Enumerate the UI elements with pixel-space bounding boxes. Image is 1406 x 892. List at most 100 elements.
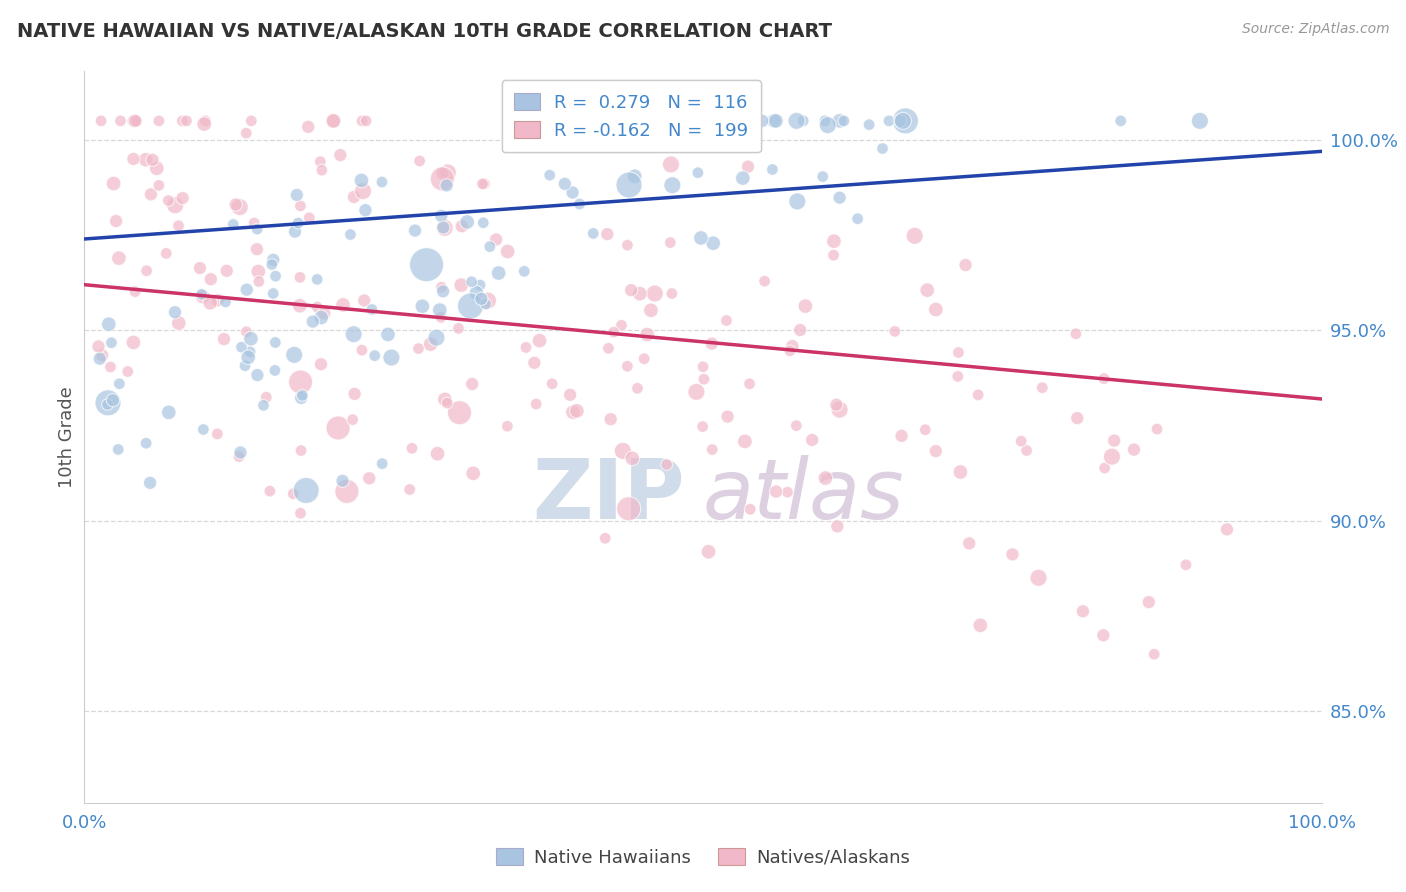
Point [307,300,329,314]
Point [371,457,394,471]
Point [568,197,591,211]
Point [290,391,312,405]
Point [163,305,186,319]
Point [883,324,905,338]
Point [554,177,576,191]
Point [240,114,263,128]
Point [380,351,402,365]
Point [1109,114,1132,128]
Point [832,114,855,128]
Point [1102,434,1125,448]
Point [872,142,894,156]
Point [200,295,222,310]
Point [228,200,250,214]
Point [827,519,849,533]
Point [638,114,661,128]
Legend: Native Hawaiians, Natives/Alaskans: Native Hawaiians, Natives/Alaskans [489,841,917,874]
Point [599,412,621,426]
Point [593,531,616,545]
Point [616,238,638,252]
Point [432,171,454,186]
Point [336,484,359,499]
Point [332,298,354,312]
Point [955,258,977,272]
Point [702,236,724,251]
Point [322,114,344,128]
Point [661,286,683,301]
Point [561,119,583,133]
Point [100,359,122,374]
Point [734,434,756,449]
Point [103,177,125,191]
Point [468,278,491,293]
Point [309,357,332,371]
Point [350,343,373,358]
Point [716,409,738,424]
Point [429,303,451,318]
Point [165,198,187,212]
Point [825,398,848,412]
Point [433,220,456,235]
Point [100,335,122,350]
Point [430,310,453,325]
Point [148,114,170,128]
Point [751,114,773,128]
Point [326,421,349,435]
Point [823,234,845,248]
Point [314,306,336,320]
Point [969,618,991,632]
Point [194,114,217,128]
Point [596,227,619,241]
Point [343,190,366,204]
Point [193,117,215,131]
Point [823,248,845,262]
Point [946,369,969,384]
Point [617,501,640,516]
Point [456,215,478,229]
Legend: R =  0.279   N =  116, R = -0.162   N =  199: R = 0.279 N = 116, R = -0.162 N = 199 [502,80,761,153]
Point [359,471,381,485]
Point [350,114,373,128]
Point [617,178,640,192]
Point [740,502,762,516]
Point [264,363,287,377]
Point [191,289,214,303]
Point [290,375,312,389]
Text: ZIP: ZIP [531,455,685,536]
Point [411,299,433,313]
Point [1094,461,1116,475]
Point [811,169,834,184]
Point [426,447,449,461]
Point [408,342,430,356]
Point [425,331,447,345]
Point [786,114,808,128]
Point [235,283,257,297]
Point [430,280,453,294]
Point [433,392,456,407]
Point [212,332,235,346]
Point [172,191,194,205]
Point [610,318,633,333]
Point [307,272,329,286]
Point [561,186,583,200]
Point [235,126,257,140]
Point [1066,411,1088,425]
Point [246,242,269,256]
Point [565,404,588,418]
Point [814,114,837,128]
Point [89,351,111,366]
Point [915,283,938,297]
Y-axis label: 10th Grade: 10th Grade [58,386,76,488]
Point [666,114,689,128]
Point [309,310,332,325]
Point [685,384,707,399]
Point [343,327,366,342]
Point [817,118,839,132]
Point [716,313,738,327]
Point [105,214,128,228]
Point [603,325,626,339]
Point [235,325,257,339]
Point [101,393,124,408]
Point [96,397,118,411]
Point [259,484,281,499]
